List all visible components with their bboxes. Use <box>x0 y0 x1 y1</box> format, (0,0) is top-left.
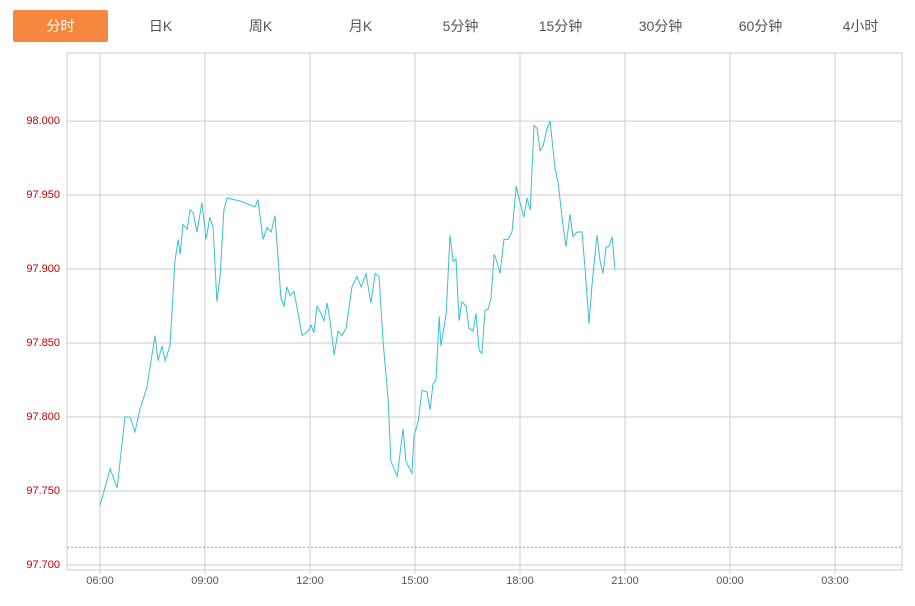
y-tick-label: 97.900 <box>26 263 60 275</box>
tab[interactable]: 30分钟 <box>638 18 683 34</box>
tab[interactable]: 60分钟 <box>738 18 783 34</box>
y-tick-label: 97.850 <box>26 337 60 349</box>
x-tick-label: 03:00 <box>821 575 849 587</box>
tab[interactable]: 15分钟 <box>538 18 583 34</box>
y-tick-label: 97.800 <box>26 411 60 423</box>
plot-frame <box>66 52 903 571</box>
x-tick-label: 00:00 <box>716 575 744 587</box>
price-line <box>99 120 616 506</box>
tab[interactable]: 4小时 <box>842 18 879 34</box>
x-tick-label: 18:00 <box>506 575 534 587</box>
x-tick-label: 12:00 <box>296 575 324 587</box>
y-tick-label: 97.950 <box>26 189 60 201</box>
y-tick-label: 97.750 <box>26 485 60 497</box>
tab[interactable]: 5分钟 <box>442 18 479 34</box>
y-tick-label: 97.700 <box>26 559 60 571</box>
y-tick-label: 98.000 <box>26 115 60 127</box>
x-tick-label: 15:00 <box>401 575 429 587</box>
x-tick-label: 09:00 <box>191 575 219 587</box>
tab[interactable]: 日K <box>148 18 173 34</box>
tab[interactable]: 周K <box>248 18 273 34</box>
tab-bar: 分时 日K 周K 月K 5分钟 15分钟 30分钟 60分钟 4小时 <box>10 10 910 42</box>
x-tick-label: 21:00 <box>611 575 639 587</box>
x-tick-label: 06:00 <box>86 575 114 587</box>
tab[interactable]: 月K <box>348 18 373 34</box>
tab[interactable]: 分时 <box>13 10 108 42</box>
